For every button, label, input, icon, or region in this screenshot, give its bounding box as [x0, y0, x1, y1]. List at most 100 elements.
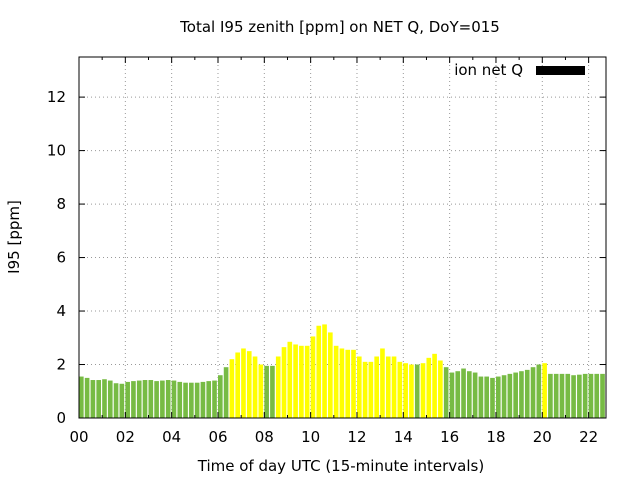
- bar: [189, 382, 194, 418]
- bar: [495, 376, 501, 418]
- bar: [368, 361, 374, 418]
- bar: [119, 383, 125, 418]
- bar: [275, 356, 281, 418]
- bar: [241, 348, 246, 418]
- bar: [472, 372, 478, 418]
- bar: [107, 380, 113, 418]
- bar: [536, 364, 542, 418]
- bar: [345, 349, 351, 418]
- bar: [246, 351, 252, 418]
- bar: [287, 341, 293, 418]
- bar: [90, 380, 96, 418]
- bar: [438, 360, 443, 418]
- bar: [443, 367, 449, 418]
- y-tick-label: 4: [56, 302, 66, 320]
- bar: [571, 375, 576, 418]
- x-tick-label: 06: [208, 428, 227, 446]
- x-tick-label: 08: [255, 428, 274, 446]
- bar: [339, 348, 345, 418]
- legend-swatch: [536, 66, 585, 75]
- bar: [374, 356, 379, 418]
- bar: [432, 353, 437, 418]
- legend-label: ion net Q: [454, 61, 523, 79]
- x-tick-label: 16: [440, 428, 459, 446]
- bar: [403, 363, 408, 418]
- bar: [136, 380, 142, 418]
- x-tick-label: 02: [116, 428, 135, 446]
- bar: [264, 365, 269, 418]
- bar: [333, 345, 339, 418]
- bar: [310, 336, 316, 418]
- bar: [328, 332, 333, 418]
- bar: [577, 374, 582, 418]
- bar: [252, 356, 258, 418]
- grid: [79, 57, 606, 418]
- bar: [362, 361, 368, 418]
- bar: [281, 347, 287, 418]
- bar: [513, 372, 518, 418]
- bar: [206, 381, 212, 418]
- bar: [200, 381, 206, 418]
- bar: [600, 373, 605, 418]
- x-tick-label: 12: [347, 428, 366, 446]
- bar: [299, 345, 304, 418]
- plot-frame: [78, 56, 607, 419]
- legend: ion net Q: [454, 61, 585, 79]
- bar: [148, 380, 154, 418]
- bar: [391, 356, 397, 418]
- bar: [258, 364, 264, 418]
- bar: [212, 380, 217, 418]
- y-tick-label: 10: [47, 142, 66, 160]
- bar: [542, 363, 547, 418]
- bar: [183, 382, 188, 418]
- bar: [530, 367, 536, 418]
- bar: [84, 377, 90, 418]
- bar: [559, 373, 565, 418]
- bar: [322, 324, 327, 418]
- bar: [113, 383, 119, 418]
- bar: [588, 373, 594, 418]
- bar: [478, 376, 484, 418]
- bar: [131, 381, 136, 418]
- bar: [565, 373, 571, 418]
- bar: [102, 379, 107, 418]
- x-tick-label: 00: [69, 428, 88, 446]
- bar: [397, 361, 403, 418]
- bars: [79, 324, 605, 418]
- bar: [304, 345, 310, 418]
- bar: [293, 344, 298, 418]
- chart-title: Total I95 zenith [ppm] on NET Q, DoY=015: [179, 18, 500, 36]
- bar: [467, 371, 472, 418]
- bar: [217, 375, 223, 418]
- bar: [490, 377, 495, 418]
- bar: [154, 381, 159, 418]
- x-tick-label: 18: [486, 428, 505, 446]
- y-axis-label: I95 [ppm]: [5, 200, 23, 274]
- bar: [316, 325, 322, 418]
- y-tick-label: 2: [56, 356, 66, 374]
- bar: [380, 348, 385, 418]
- x-tick-label: 10: [301, 428, 320, 446]
- bar: [79, 376, 84, 418]
- bar: [177, 381, 183, 418]
- y-tick-label: 0: [56, 409, 66, 427]
- bar: [519, 371, 524, 418]
- bar: [582, 373, 588, 418]
- x-tick-label: 20: [533, 428, 552, 446]
- bar: [507, 373, 513, 418]
- bar: [426, 357, 432, 418]
- y-tick-label: 6: [56, 249, 66, 267]
- bar: [351, 349, 356, 418]
- bar: [455, 371, 461, 418]
- bar: [142, 380, 148, 418]
- bar: [553, 373, 559, 418]
- y-tick-label: 8: [56, 195, 66, 213]
- bar: [420, 363, 426, 418]
- bar: [160, 380, 165, 418]
- bar: [96, 380, 102, 418]
- y-tick-label: 12: [47, 88, 66, 106]
- x-axis-label: Time of day UTC (15-minute intervals): [197, 457, 484, 475]
- bar: [548, 373, 553, 418]
- bar: [229, 359, 235, 418]
